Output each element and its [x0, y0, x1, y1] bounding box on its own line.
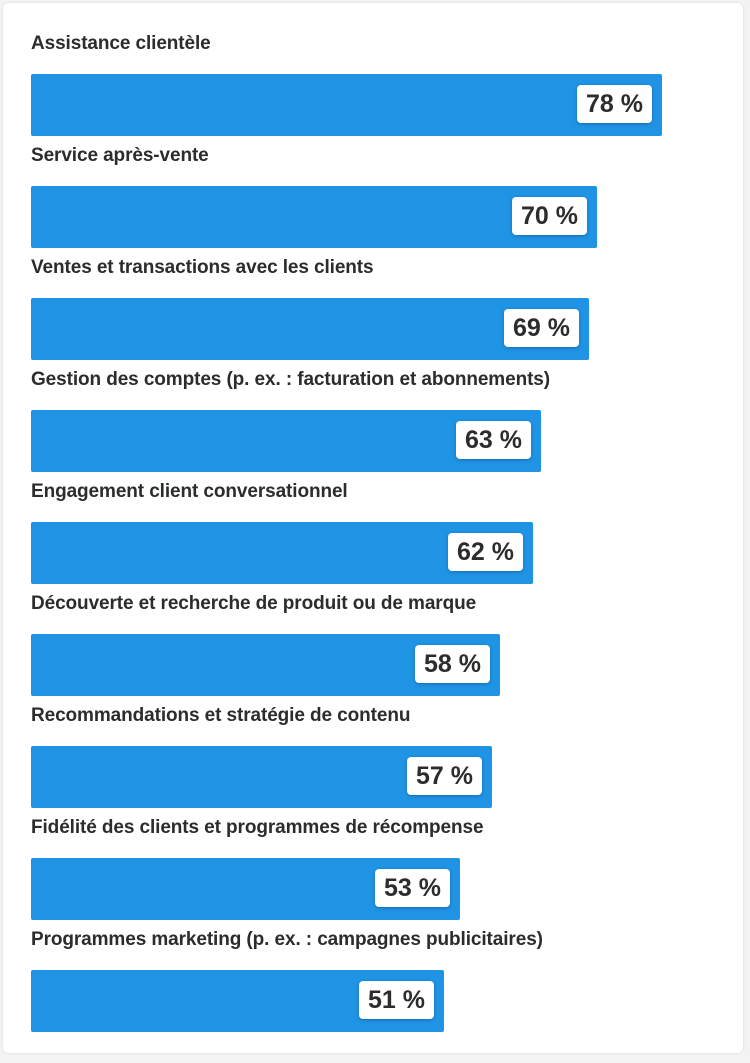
category-label: Recommandations et stratégie de contenu	[31, 705, 411, 726]
value-label: 63 %	[456, 421, 531, 459]
bar: 57 %	[31, 746, 492, 808]
bar-chart: Assistance clientèle 78 % Service après-ve…	[31, 31, 731, 1039]
value-label: 51 %	[359, 981, 434, 1019]
bar: 69 %	[31, 298, 589, 360]
bar-row: Programmes marketing (p. ex. : campagnes…	[31, 927, 731, 1039]
category-label: Gestion des comptes (p. ex. : facturatio…	[31, 369, 550, 390]
bar-row: Fidélité des clients et programmes de ré…	[31, 815, 731, 927]
bar: 62 %	[31, 522, 533, 584]
category-label: Ventes et transactions avec les clients	[31, 257, 374, 278]
bar: 53 %	[31, 858, 460, 920]
value-label: 58 %	[415, 645, 490, 683]
bar: 78 %	[31, 74, 662, 136]
bar: 58 %	[31, 634, 500, 696]
bar-row: Ventes et transactions avec les clients 6…	[31, 255, 731, 367]
category-label: Engagement client conversationnel	[31, 481, 348, 502]
bar: 51 %	[31, 970, 444, 1032]
category-label: Découverte et recherche de produit ou de…	[31, 593, 477, 614]
value-label: 70 %	[512, 197, 587, 235]
chart-card: Assistance clientèle 78 % Service après-ve…	[3, 3, 743, 1053]
bar: 70 %	[31, 186, 597, 248]
category-label: Fidélité des clients et programmes de ré…	[31, 817, 484, 838]
value-label: 57 %	[407, 757, 482, 795]
value-label: 53 %	[375, 869, 450, 907]
value-label: 62 %	[448, 533, 523, 571]
bar-row: Engagement client conversationnel 62 %	[31, 479, 731, 591]
bar-row: Service après-vente 70 %	[31, 143, 731, 255]
bar-row: Assistance clientèle 78 %	[31, 31, 731, 143]
bar-row: Recommandations et stratégie de contenu 5…	[31, 703, 731, 815]
category-label: Assistance clientèle	[31, 33, 211, 54]
bar-row: Découverte et recherche de produit ou de…	[31, 591, 731, 703]
category-label: Programmes marketing (p. ex. : campagnes…	[31, 929, 543, 950]
value-label: 78 %	[577, 85, 652, 123]
bar: 63 %	[31, 410, 541, 472]
bar-row: Gestion des comptes (p. ex. : facturatio…	[31, 367, 731, 479]
value-label: 69 %	[504, 309, 579, 347]
category-label: Service après-vente	[31, 145, 209, 166]
